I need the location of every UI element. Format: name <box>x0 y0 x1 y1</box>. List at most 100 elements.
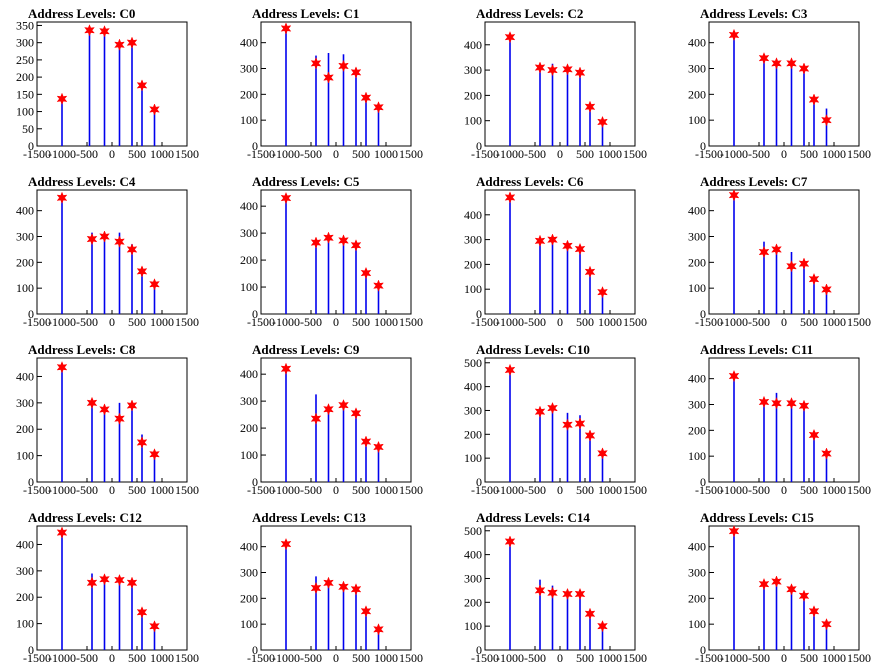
chart-panel: Address Levels: C0 0 50 100 150 200 250 300 350 -… <box>16 6 199 161</box>
peak-marker <box>758 577 770 591</box>
x-tick-label: -1500 <box>471 651 499 665</box>
y-tick-label: 300 <box>464 571 482 585</box>
peak-marker <box>136 606 148 619</box>
peak-marker <box>562 239 573 252</box>
chart-title: Address Levels: C0 <box>28 6 135 21</box>
x-tick-label: 0 <box>333 651 339 665</box>
x-tick-label: -1000 <box>272 483 300 497</box>
y-tick-label: 0 <box>700 139 706 153</box>
x-tick-label: 500 <box>352 315 370 329</box>
x-tick-label: 0 <box>333 315 339 329</box>
chart-title: Address Levels: C1 <box>252 6 359 21</box>
x-tick-label: -500 <box>748 315 770 329</box>
y-tick-label: 100 <box>16 617 34 631</box>
x-tick-label: 1000 <box>822 651 846 665</box>
x-tick-label: -500 <box>76 483 98 497</box>
x-tick-label: 1500 <box>399 483 423 497</box>
x-tick-label: 0 <box>109 147 115 161</box>
peak-marker <box>504 363 516 377</box>
peak-marker <box>534 234 546 247</box>
peak-marker <box>771 575 782 588</box>
peak-marker <box>323 231 334 244</box>
peak-marker <box>350 239 362 252</box>
plot-frame <box>484 357 636 483</box>
x-tick-label: 1000 <box>374 483 398 497</box>
peak-marker <box>114 573 125 587</box>
peak-marker <box>323 403 334 416</box>
peak-marker <box>136 436 148 449</box>
x-tick-label: 1500 <box>623 147 647 161</box>
peak-marker <box>280 537 292 551</box>
chart-title: Address Levels: C2 <box>476 6 583 21</box>
y-tick-label: 400 <box>688 36 706 50</box>
x-tick-label: 1500 <box>175 483 199 497</box>
peak-marker <box>547 233 558 246</box>
peak-marker <box>323 576 334 589</box>
peak-marker <box>547 586 558 599</box>
peak-marker <box>99 230 110 243</box>
x-tick-label: -1500 <box>23 651 51 665</box>
y-tick-label: 100 <box>688 617 706 631</box>
x-tick-label: 1500 <box>847 651 871 665</box>
x-tick-label: -1000 <box>272 315 300 329</box>
x-tick-label: 1000 <box>598 651 622 665</box>
x-tick-label: 1000 <box>150 315 174 329</box>
peak-marker <box>786 260 797 273</box>
peak-marker <box>338 580 349 593</box>
x-tick-label: -1000 <box>496 651 524 665</box>
peak-marker <box>786 57 797 70</box>
x-tick-label: 1000 <box>150 651 174 665</box>
y-tick-label: 100 <box>240 280 258 294</box>
peak-marker <box>114 412 125 425</box>
plot-frame <box>36 357 188 483</box>
peak-marker <box>808 605 820 618</box>
peak-marker <box>758 395 770 409</box>
y-tick-label: 0 <box>476 475 482 489</box>
x-tick-label: -500 <box>300 147 322 161</box>
chart-panel: Address Levels: C3 0 100 200 300 400 -1500-100… <box>688 6 871 161</box>
y-tick-label: 300 <box>688 398 706 412</box>
x-tick-label: -500 <box>76 147 98 161</box>
plot-frame <box>36 189 188 315</box>
x-tick-label: -1000 <box>496 483 524 497</box>
x-tick-label: 1000 <box>150 483 174 497</box>
peak-marker <box>771 397 782 410</box>
chart-title: Address Levels: C4 <box>28 174 136 189</box>
chart-panel: Address Levels: C14 0 100 200 300 400 500 -1500… <box>464 510 647 665</box>
peak-marker <box>786 583 797 596</box>
chart-title: Address Levels: C9 <box>252 342 360 357</box>
y-tick-label: 200 <box>464 88 482 102</box>
chart-panel: Address Levels: C7 0 100 200 300 400 -1500-100… <box>688 174 871 329</box>
peak-marker <box>574 587 586 601</box>
plot-frame <box>708 21 860 147</box>
x-tick-label: 0 <box>781 147 787 161</box>
y-tick-label: 0 <box>476 643 482 657</box>
peak-marker <box>373 623 384 636</box>
y-tick-label: 400 <box>240 199 258 213</box>
chart-title: Address Levels: C6 <box>476 174 584 189</box>
peak-marker <box>373 101 384 114</box>
y-tick-label: 0 <box>252 475 258 489</box>
peak-marker <box>350 66 362 79</box>
chart-panel: Address Levels: C4 0 100 200 300 400 -1500-100… <box>16 174 199 329</box>
x-tick-label: 1000 <box>822 147 846 161</box>
x-tick-label: 0 <box>781 315 787 329</box>
y-tick-label: 200 <box>688 591 706 605</box>
y-tick-label: 300 <box>688 566 706 580</box>
x-tick-label: -1500 <box>247 483 275 497</box>
y-tick-label: 0 <box>28 139 34 153</box>
x-tick-label: 500 <box>800 147 818 161</box>
peak-marker <box>584 607 596 620</box>
peak-marker <box>771 243 782 256</box>
y-tick-label: 200 <box>464 595 482 609</box>
chart-title: Address Levels: C3 <box>700 6 808 21</box>
peak-marker <box>114 38 125 51</box>
peak-marker <box>808 428 820 442</box>
x-tick-label: -500 <box>524 315 546 329</box>
y-tick-label: 200 <box>688 255 706 269</box>
x-tick-label: -1500 <box>695 651 723 665</box>
x-tick-label: 1500 <box>399 315 423 329</box>
y-tick-label: 50 <box>22 122 34 136</box>
peak-marker <box>360 91 372 104</box>
peak-marker <box>310 57 322 70</box>
